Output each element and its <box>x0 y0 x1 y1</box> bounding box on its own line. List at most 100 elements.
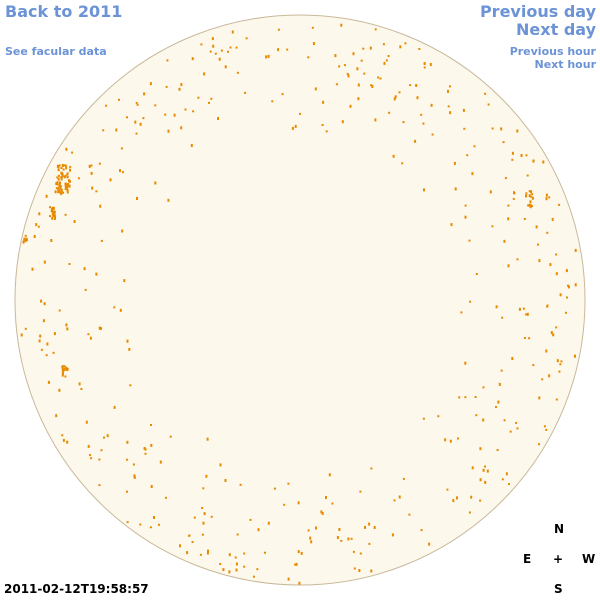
facula <box>516 258 519 261</box>
facula <box>374 118 377 122</box>
facula <box>545 428 548 431</box>
facula <box>229 46 232 49</box>
facula <box>408 513 411 516</box>
facula <box>166 59 169 62</box>
facula <box>489 190 492 194</box>
facula <box>65 369 68 371</box>
facula <box>450 223 453 227</box>
facula <box>197 96 200 99</box>
next-hour-link[interactable]: Next hour <box>534 58 597 71</box>
previous-hour-link[interactable]: Previous hour <box>509 45 596 58</box>
facula <box>294 124 297 128</box>
facula <box>122 171 124 174</box>
facula <box>60 188 63 191</box>
facula <box>283 503 286 506</box>
facula <box>574 354 576 358</box>
facula <box>555 272 558 276</box>
facula <box>201 507 204 509</box>
facula <box>357 83 360 87</box>
facula <box>53 210 56 214</box>
facula <box>277 28 280 31</box>
facula <box>558 370 561 373</box>
facula <box>45 194 48 198</box>
facula <box>495 305 498 309</box>
facula <box>53 332 56 336</box>
timestamp: 2011-02-12T19:58:57 <box>4 582 149 596</box>
facula <box>154 181 157 185</box>
facula <box>228 570 231 574</box>
facula <box>446 488 449 491</box>
facula <box>61 164 64 167</box>
facula <box>57 174 60 177</box>
facula <box>500 369 503 372</box>
facula <box>321 512 324 515</box>
facular-link[interactable]: See facular data <box>5 45 107 58</box>
facula <box>243 552 246 555</box>
facula <box>538 396 541 400</box>
facula <box>123 279 126 283</box>
facula <box>566 296 568 299</box>
facula <box>437 415 440 418</box>
facula <box>555 253 558 256</box>
next-day-link[interactable]: Next day <box>516 20 596 39</box>
facula <box>192 110 195 113</box>
facula <box>431 133 434 136</box>
facula <box>574 283 577 287</box>
previous-day-link[interactable]: Previous day <box>479 2 596 21</box>
facula <box>203 512 206 516</box>
facula <box>99 204 102 208</box>
facula <box>90 164 93 167</box>
facula <box>518 307 521 311</box>
facula <box>91 186 94 190</box>
facula <box>277 48 280 52</box>
facula <box>236 533 239 536</box>
facula <box>475 273 478 275</box>
facula <box>352 52 355 56</box>
facula <box>325 130 328 133</box>
facula <box>525 194 527 197</box>
facula <box>66 440 69 444</box>
facula <box>531 193 534 196</box>
facula <box>401 162 404 165</box>
facula <box>235 568 238 572</box>
facula <box>314 87 317 91</box>
facula <box>449 111 452 115</box>
facula <box>394 95 397 99</box>
facula <box>559 363 562 366</box>
facula <box>52 351 55 354</box>
facula <box>231 30 234 34</box>
facula <box>565 311 567 314</box>
facula <box>61 434 64 437</box>
facula <box>565 269 568 273</box>
facula <box>363 72 366 75</box>
facula <box>479 478 482 482</box>
facula <box>474 396 477 398</box>
facula <box>90 171 93 175</box>
facula <box>530 190 533 194</box>
facula <box>509 430 512 433</box>
facula <box>89 336 92 340</box>
facula <box>90 457 93 460</box>
facula <box>507 483 510 486</box>
facula <box>222 568 225 572</box>
facula <box>84 288 87 291</box>
facula <box>65 166 68 170</box>
facula <box>63 367 66 371</box>
facula <box>150 443 153 447</box>
facula <box>335 83 338 86</box>
facula <box>63 164 65 167</box>
facula <box>78 382 81 386</box>
facula <box>529 200 532 204</box>
facula <box>49 215 51 218</box>
facula <box>206 437 209 441</box>
facula <box>559 293 562 297</box>
facula <box>22 240 25 244</box>
back-link[interactable]: Back to 2011 <box>5 2 123 21</box>
facula <box>512 197 515 200</box>
facula <box>62 365 65 368</box>
facula <box>20 333 23 337</box>
facula <box>286 48 289 51</box>
facula <box>362 47 365 50</box>
facula <box>373 526 376 529</box>
